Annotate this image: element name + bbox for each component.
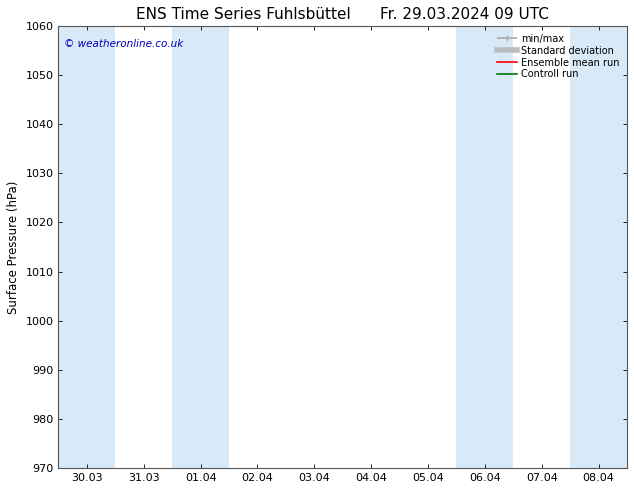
Bar [570, 26, 627, 468]
Title: ENS Time Series Fuhlsbüttel      Fr. 29.03.2024 09 UTC: ENS Time Series Fuhlsbüttel Fr. 29.03.20… [136, 7, 549, 22]
Legend: min/max, Standard deviation, Ensemble mean run, Controll run: min/max, Standard deviation, Ensemble me… [495, 31, 622, 82]
Bar [172, 26, 229, 468]
Text: © weatheronline.co.uk: © weatheronline.co.uk [64, 39, 183, 49]
Bar [58, 26, 115, 468]
Y-axis label: Surface Pressure (hPa): Surface Pressure (hPa) [7, 180, 20, 314]
Bar [456, 26, 514, 468]
